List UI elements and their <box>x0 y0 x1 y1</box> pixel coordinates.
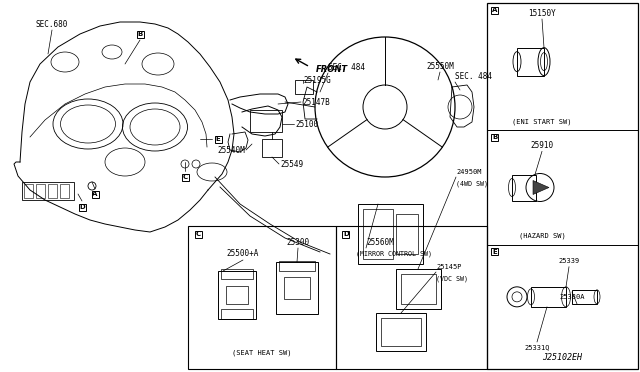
Text: 25195G: 25195G <box>303 76 331 84</box>
Bar <box>221 309 253 319</box>
Text: 25549: 25549 <box>280 160 303 169</box>
Text: E: E <box>216 136 220 142</box>
Bar <box>276 262 318 314</box>
Bar <box>401 274 436 304</box>
Text: 25910: 25910 <box>531 141 554 150</box>
Text: FRONT: FRONT <box>316 64 348 74</box>
Text: D: D <box>79 204 85 210</box>
Text: 25560M: 25560M <box>366 237 394 247</box>
Bar <box>492 134 499 141</box>
Bar <box>363 209 393 259</box>
Bar <box>218 271 256 319</box>
Bar <box>295 80 313 94</box>
Bar <box>396 269 441 309</box>
Bar <box>36 184 45 198</box>
Text: 15150Y: 15150Y <box>528 9 556 17</box>
Text: 25147B: 25147B <box>302 97 330 106</box>
Text: J25102EH: J25102EH <box>542 353 582 362</box>
Bar <box>48 184 57 198</box>
Text: (MIRROR CONTROL SW): (MIRROR CONTROL SW) <box>356 251 432 257</box>
Text: (SEAT HEAT SW): (SEAT HEAT SW) <box>232 350 292 356</box>
Bar <box>358 204 423 264</box>
Text: 24950M: 24950M <box>456 169 481 175</box>
Text: 25500+A: 25500+A <box>227 250 259 259</box>
Polygon shape <box>533 180 549 195</box>
Text: C: C <box>195 231 200 237</box>
Bar <box>487 3 638 369</box>
Text: 25330A: 25330A <box>559 294 585 300</box>
Text: B: B <box>492 134 498 140</box>
Bar <box>342 231 349 237</box>
Text: A: A <box>92 191 98 197</box>
Bar <box>226 286 248 304</box>
Bar <box>79 203 86 211</box>
Text: A: A <box>492 7 498 13</box>
Bar <box>381 318 421 346</box>
Text: SEC.680: SEC.680 <box>36 19 68 29</box>
Bar <box>492 248 499 255</box>
Text: (VDC SW): (VDC SW) <box>436 276 468 282</box>
Bar <box>22 182 74 200</box>
Bar <box>221 269 253 279</box>
Text: SEC. 484: SEC. 484 <box>328 62 365 71</box>
Text: (HAZARD SW): (HAZARD SW) <box>518 232 565 239</box>
Bar <box>60 184 69 198</box>
Bar <box>136 31 143 38</box>
Text: (4WD SW): (4WD SW) <box>456 181 488 187</box>
Bar <box>512 174 536 201</box>
Text: 25331Q: 25331Q <box>524 344 550 350</box>
Bar <box>284 277 310 299</box>
Bar <box>376 313 426 351</box>
Bar <box>214 135 221 142</box>
Bar <box>262 139 282 157</box>
Text: SEC. 484: SEC. 484 <box>455 71 492 80</box>
Bar <box>195 231 202 237</box>
Text: E: E <box>493 249 497 255</box>
Bar <box>572 290 597 304</box>
Text: D: D <box>343 231 349 237</box>
Bar <box>492 6 499 13</box>
Text: (ENI START SW): (ENI START SW) <box>512 118 572 125</box>
Bar <box>188 226 336 369</box>
Bar <box>336 226 487 369</box>
Bar <box>279 261 315 271</box>
Text: 25339: 25339 <box>558 258 580 264</box>
Text: B: B <box>138 31 143 37</box>
Text: 25300: 25300 <box>287 237 310 247</box>
Bar <box>531 287 566 307</box>
Bar <box>24 184 33 198</box>
Bar <box>182 173 189 180</box>
Text: C: C <box>182 174 188 180</box>
Text: 25100: 25100 <box>295 119 318 128</box>
Text: 25540M: 25540M <box>217 145 245 154</box>
Bar <box>396 214 418 254</box>
Text: 25145P: 25145P <box>436 264 461 270</box>
Bar <box>250 110 282 132</box>
Text: 25550M: 25550M <box>426 61 454 71</box>
Bar <box>92 190 99 198</box>
